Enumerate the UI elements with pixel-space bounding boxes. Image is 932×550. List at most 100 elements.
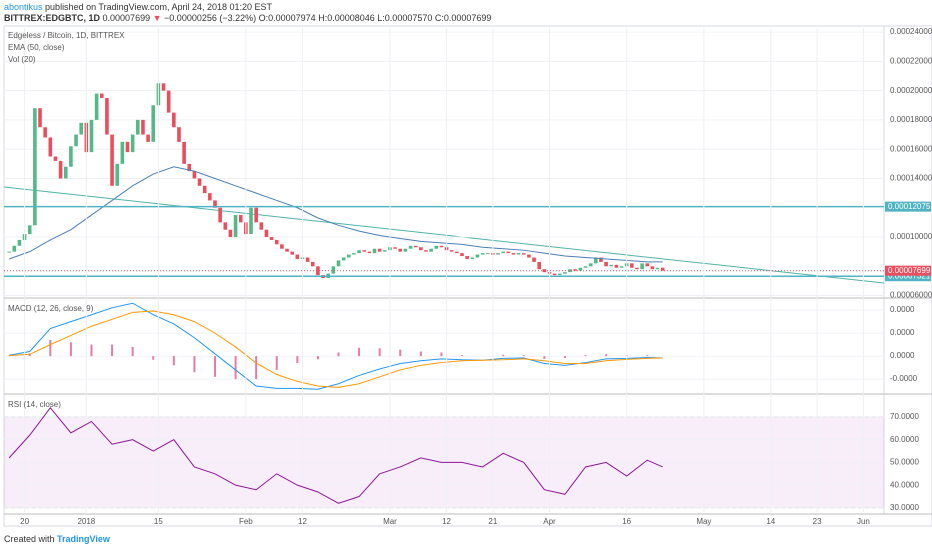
candle	[141, 119, 145, 135]
candle	[465, 256, 469, 259]
candle	[377, 248, 382, 252]
close: C:0.00007699	[434, 13, 492, 23]
x-tick-label: Jun	[857, 517, 870, 526]
candle	[429, 248, 433, 252]
footer: Created with TradingView	[4, 534, 110, 544]
candle	[27, 225, 32, 235]
candle	[341, 257, 346, 261]
y-tick-label: 0.00018000	[890, 115, 932, 124]
histogram-bar	[584, 355, 587, 357]
candle	[264, 229, 269, 238]
candle	[7, 251, 11, 253]
candle	[449, 250, 454, 252]
histogram-bar	[605, 354, 608, 357]
price-badge	[885, 271, 931, 282]
candle	[208, 193, 212, 201]
histogram-bar	[563, 356, 566, 358]
histogram-bar	[440, 352, 443, 357]
candle	[233, 215, 238, 238]
y-tick-label: 40.0000	[890, 480, 919, 489]
candle	[218, 207, 222, 223]
candle	[383, 250, 387, 252]
candle	[290, 251, 294, 255]
x-tick-label: Feb	[239, 517, 253, 526]
open: O:0.00007974	[258, 13, 316, 23]
candle	[187, 163, 192, 172]
candle	[563, 272, 567, 274]
candle	[254, 207, 258, 223]
histogram-bar	[337, 352, 340, 357]
candle	[197, 178, 202, 186]
candle	[588, 263, 593, 267]
candle	[614, 264, 619, 268]
created: Created with	[4, 534, 55, 544]
histogram-bar	[275, 356, 278, 370]
series-line	[9, 310, 663, 388]
candle	[527, 254, 531, 258]
candle	[33, 108, 37, 226]
rsi-title: RSI (14, close)	[8, 400, 61, 409]
candle	[161, 83, 166, 91]
candle	[599, 257, 603, 262]
candle	[172, 112, 176, 128]
trend-line	[3, 186, 885, 284]
candle	[166, 90, 171, 113]
candle	[475, 254, 480, 258]
candle	[269, 237, 274, 240]
x-tick-label: 21	[488, 517, 497, 526]
published: published on TradingView.com, April 24, …	[45, 2, 273, 12]
histogram-bar	[69, 342, 72, 357]
candle	[249, 207, 253, 235]
x-tick-label: 14	[766, 517, 775, 526]
candle	[496, 253, 500, 255]
candle	[192, 171, 197, 179]
y-tick-label: 50.0000	[890, 458, 919, 467]
price-badge-label: 0.00007321	[888, 271, 931, 280]
histogram-bar	[234, 356, 237, 380]
candle	[367, 251, 372, 254]
histogram-bar	[111, 344, 114, 357]
y-tick-label: 30.0000	[890, 503, 919, 512]
price-badge-label: 0.00012075	[888, 202, 931, 211]
last: 0.00007699	[102, 13, 151, 23]
histogram-bar	[49, 340, 52, 357]
y-tick-label: 60.0000	[890, 435, 919, 444]
last-price-badge	[885, 265, 931, 276]
candle	[439, 245, 444, 248]
candle	[228, 229, 233, 238]
candle	[295, 254, 300, 259]
high: H:0.00008046	[318, 13, 375, 23]
symbol: BITTREX:EDGBTC, 1D	[4, 13, 101, 23]
candle	[485, 253, 490, 255]
author[interactable]: abontikus	[4, 2, 43, 12]
histogram-bar	[522, 355, 525, 357]
chart: 0.00006000 0.00010000 0.00014000 0.00016000…	[3, 25, 932, 527]
histogram-bar	[502, 354, 505, 357]
candle	[660, 267, 665, 271]
candle	[424, 250, 428, 252]
candle	[110, 134, 114, 186]
brand[interactable]: TradingView	[57, 534, 110, 544]
histogram-bar	[646, 355, 649, 357]
price-badge	[885, 201, 931, 212]
histogram-bar	[543, 356, 546, 359]
candle	[511, 253, 516, 255]
candle	[506, 251, 511, 254]
x-tick-label: 23	[813, 517, 822, 526]
candle	[460, 253, 464, 257]
y-tick-label: 0.0000	[890, 305, 915, 314]
candle	[115, 163, 120, 186]
x-tick-label: 16	[622, 517, 631, 526]
low: L:0.00007570	[377, 13, 433, 23]
y-tick-label: 0.00024000	[890, 27, 932, 36]
series-line	[8, 166, 663, 263]
histogram-bar	[193, 356, 196, 373]
histogram-bar	[461, 355, 464, 357]
macd-title: MACD (12, 26, close, 9)	[8, 304, 94, 313]
candle	[480, 253, 485, 255]
candle	[274, 239, 279, 245]
arrow: ▼	[152, 13, 162, 23]
candle	[398, 248, 403, 252]
candle	[609, 264, 614, 267]
